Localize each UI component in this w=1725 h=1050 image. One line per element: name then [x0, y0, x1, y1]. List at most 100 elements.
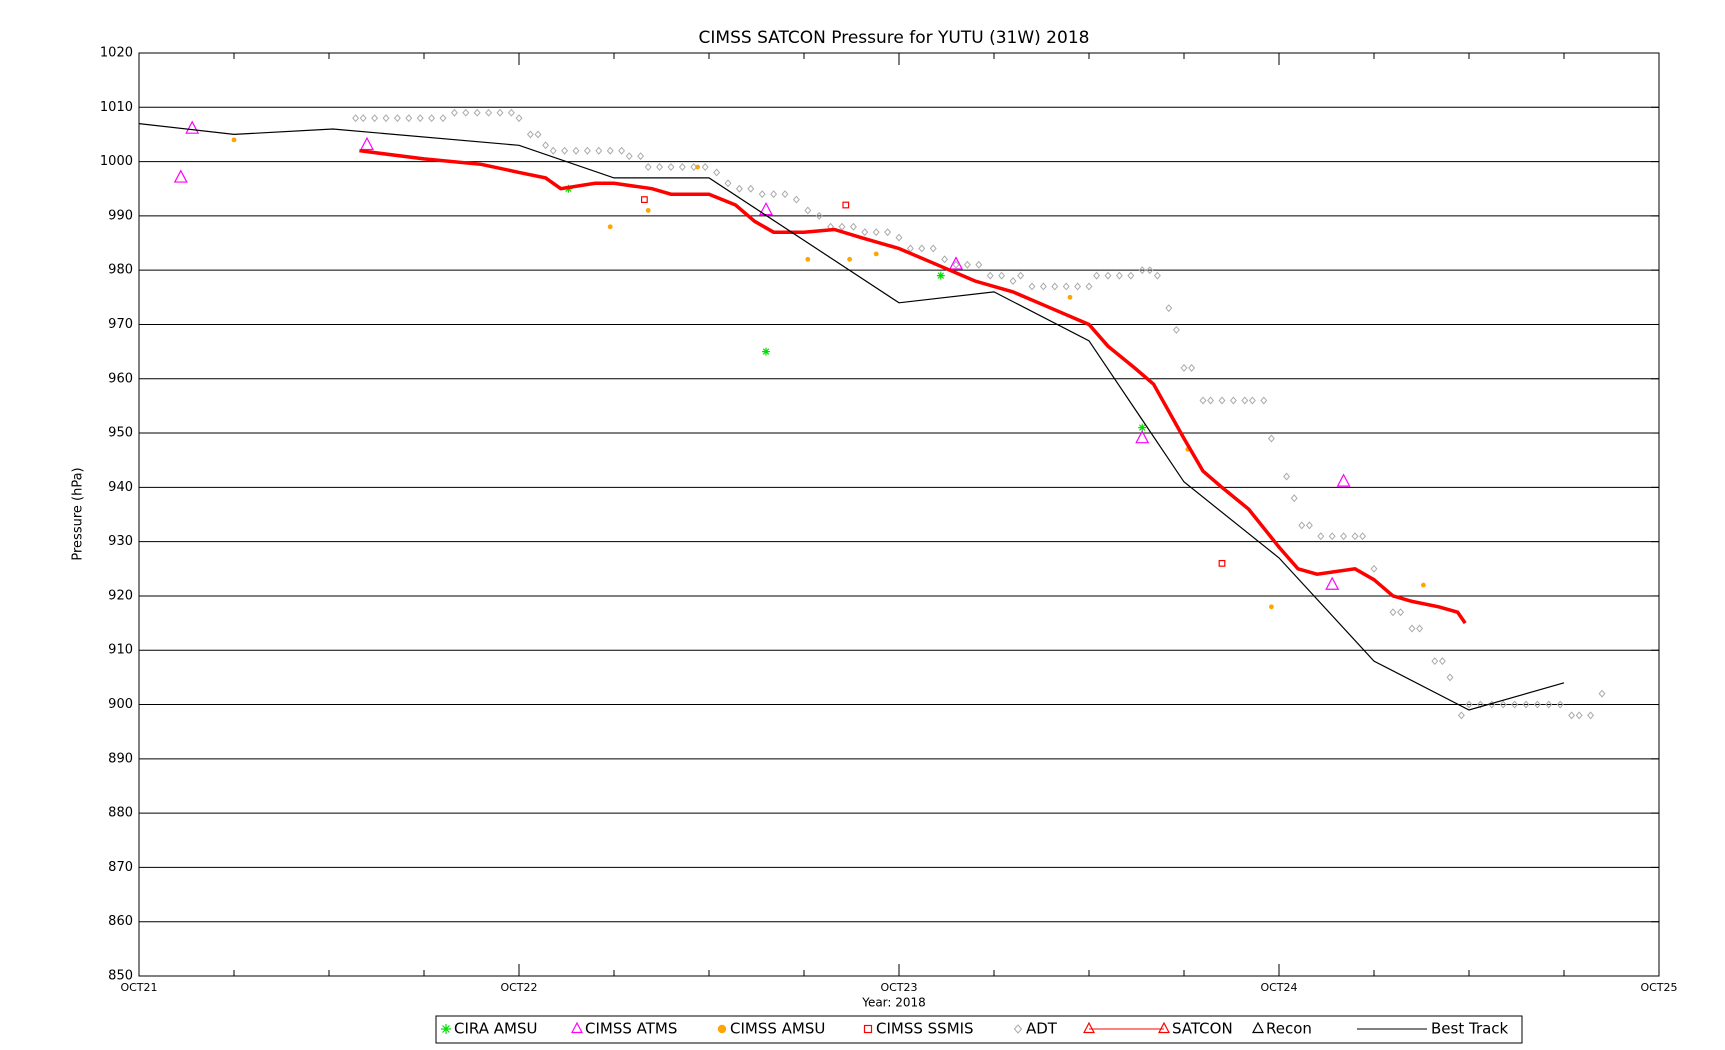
y-tick-label: 870: [108, 860, 133, 875]
data-point: [1421, 582, 1426, 588]
legend-box: [435, 1015, 1523, 1044]
data-point: [656, 163, 664, 171]
data-point: [405, 114, 413, 123]
data-point: [1359, 532, 1367, 541]
data-point: [640, 196, 648, 203]
data-point: [1039, 282, 1047, 291]
data-point: [1416, 624, 1424, 633]
data-point: [526, 130, 534, 139]
data-point: [747, 184, 755, 193]
data-point: [561, 146, 569, 155]
data-point: [231, 137, 237, 143]
data-point: [1267, 434, 1275, 443]
data-point: [607, 224, 613, 230]
data-point: [625, 152, 633, 161]
data-point: [1290, 494, 1298, 503]
data-point: [1457, 711, 1465, 720]
data-point: [735, 184, 743, 193]
data-point: [1093, 271, 1101, 280]
legend-label: CIMSS SSMIS: [876, 1020, 974, 1038]
y-tick-label: 860: [108, 914, 133, 929]
data-point: [1138, 423, 1147, 432]
y-tick-label: 920: [108, 588, 133, 603]
data-point: [1370, 564, 1378, 573]
data-point: [473, 108, 481, 117]
data-point: [1017, 271, 1025, 280]
data-point: [929, 244, 937, 253]
data-point: [701, 163, 709, 171]
data-point: [542, 141, 550, 150]
data-point: [507, 108, 515, 117]
data-point: [998, 271, 1006, 280]
y-tick-label: 900: [108, 697, 133, 712]
data-point: [450, 108, 458, 117]
data-point: [606, 146, 614, 155]
data-point: [842, 201, 850, 209]
data-point: [1028, 282, 1036, 291]
data-point: [1545, 700, 1553, 709]
data-point: [1511, 700, 1519, 709]
data-point: [462, 108, 470, 117]
data-point: [1067, 294, 1073, 300]
data-point: [1431, 657, 1439, 666]
data-point: [847, 256, 852, 262]
data-point: [534, 130, 542, 139]
x-axis-label: Year: 2018: [861, 996, 926, 1010]
data-point: [918, 244, 926, 253]
data-point: [1207, 396, 1215, 405]
data-point: [695, 164, 700, 170]
x-tick-label: OCT25: [1640, 981, 1677, 994]
data-point: [873, 251, 879, 257]
data-point: [975, 260, 983, 269]
data-point: [1104, 271, 1112, 280]
y-tick-label: 950: [108, 426, 133, 441]
y-tick-label: 960: [108, 371, 133, 386]
data-point: [762, 347, 770, 356]
y-tick-label: 1000: [100, 154, 133, 169]
data-point: [690, 163, 698, 171]
legend-marker: [441, 1024, 451, 1034]
data-point: [1180, 363, 1188, 372]
y-axis-label: Pressure (hPa): [71, 467, 86, 560]
data-point: [1218, 559, 1226, 567]
data-point: [952, 260, 960, 269]
data-point: [678, 163, 686, 171]
data-point: [949, 256, 963, 270]
legend-marker: [1158, 1021, 1170, 1034]
legend-marker: [1083, 1021, 1095, 1034]
data-point: [895, 233, 903, 242]
data-point: [770, 190, 778, 199]
y-tick-label: 910: [108, 643, 133, 658]
y-tick-label: 990: [108, 208, 133, 223]
data-point: [1009, 277, 1017, 285]
data-point: [1085, 282, 1093, 291]
data-point: [1172, 325, 1180, 334]
data-point: [382, 114, 390, 123]
data-point: [572, 146, 580, 155]
data-point: [1568, 711, 1576, 720]
legend-label: CIMSS AMSU: [730, 1020, 825, 1038]
x-tick-label: OCT23: [880, 981, 917, 994]
data-point: [645, 208, 651, 213]
data-point: [1229, 396, 1237, 405]
data-point: [393, 114, 401, 123]
data-point: [1389, 608, 1397, 617]
x-tick-label: OCT21: [120, 981, 157, 994]
data-point: [1062, 282, 1070, 291]
data-point: [360, 136, 374, 151]
data-point: [792, 195, 800, 204]
data-point: [583, 146, 591, 155]
y-tick-label: 1010: [100, 100, 133, 115]
data-point: [1138, 266, 1146, 275]
legend-label: CIMSS ATMS: [585, 1020, 677, 1038]
data-point: [173, 169, 188, 183]
legend-label: ADT: [1026, 1020, 1058, 1038]
data-point: [1476, 700, 1484, 709]
legend-marker: [717, 1024, 727, 1034]
y-tick-label: 930: [108, 534, 133, 549]
data-point: [359, 114, 367, 123]
y-tick-label: 890: [108, 751, 133, 766]
y-tick-label: 940: [108, 480, 133, 495]
data-point: [1218, 396, 1226, 405]
